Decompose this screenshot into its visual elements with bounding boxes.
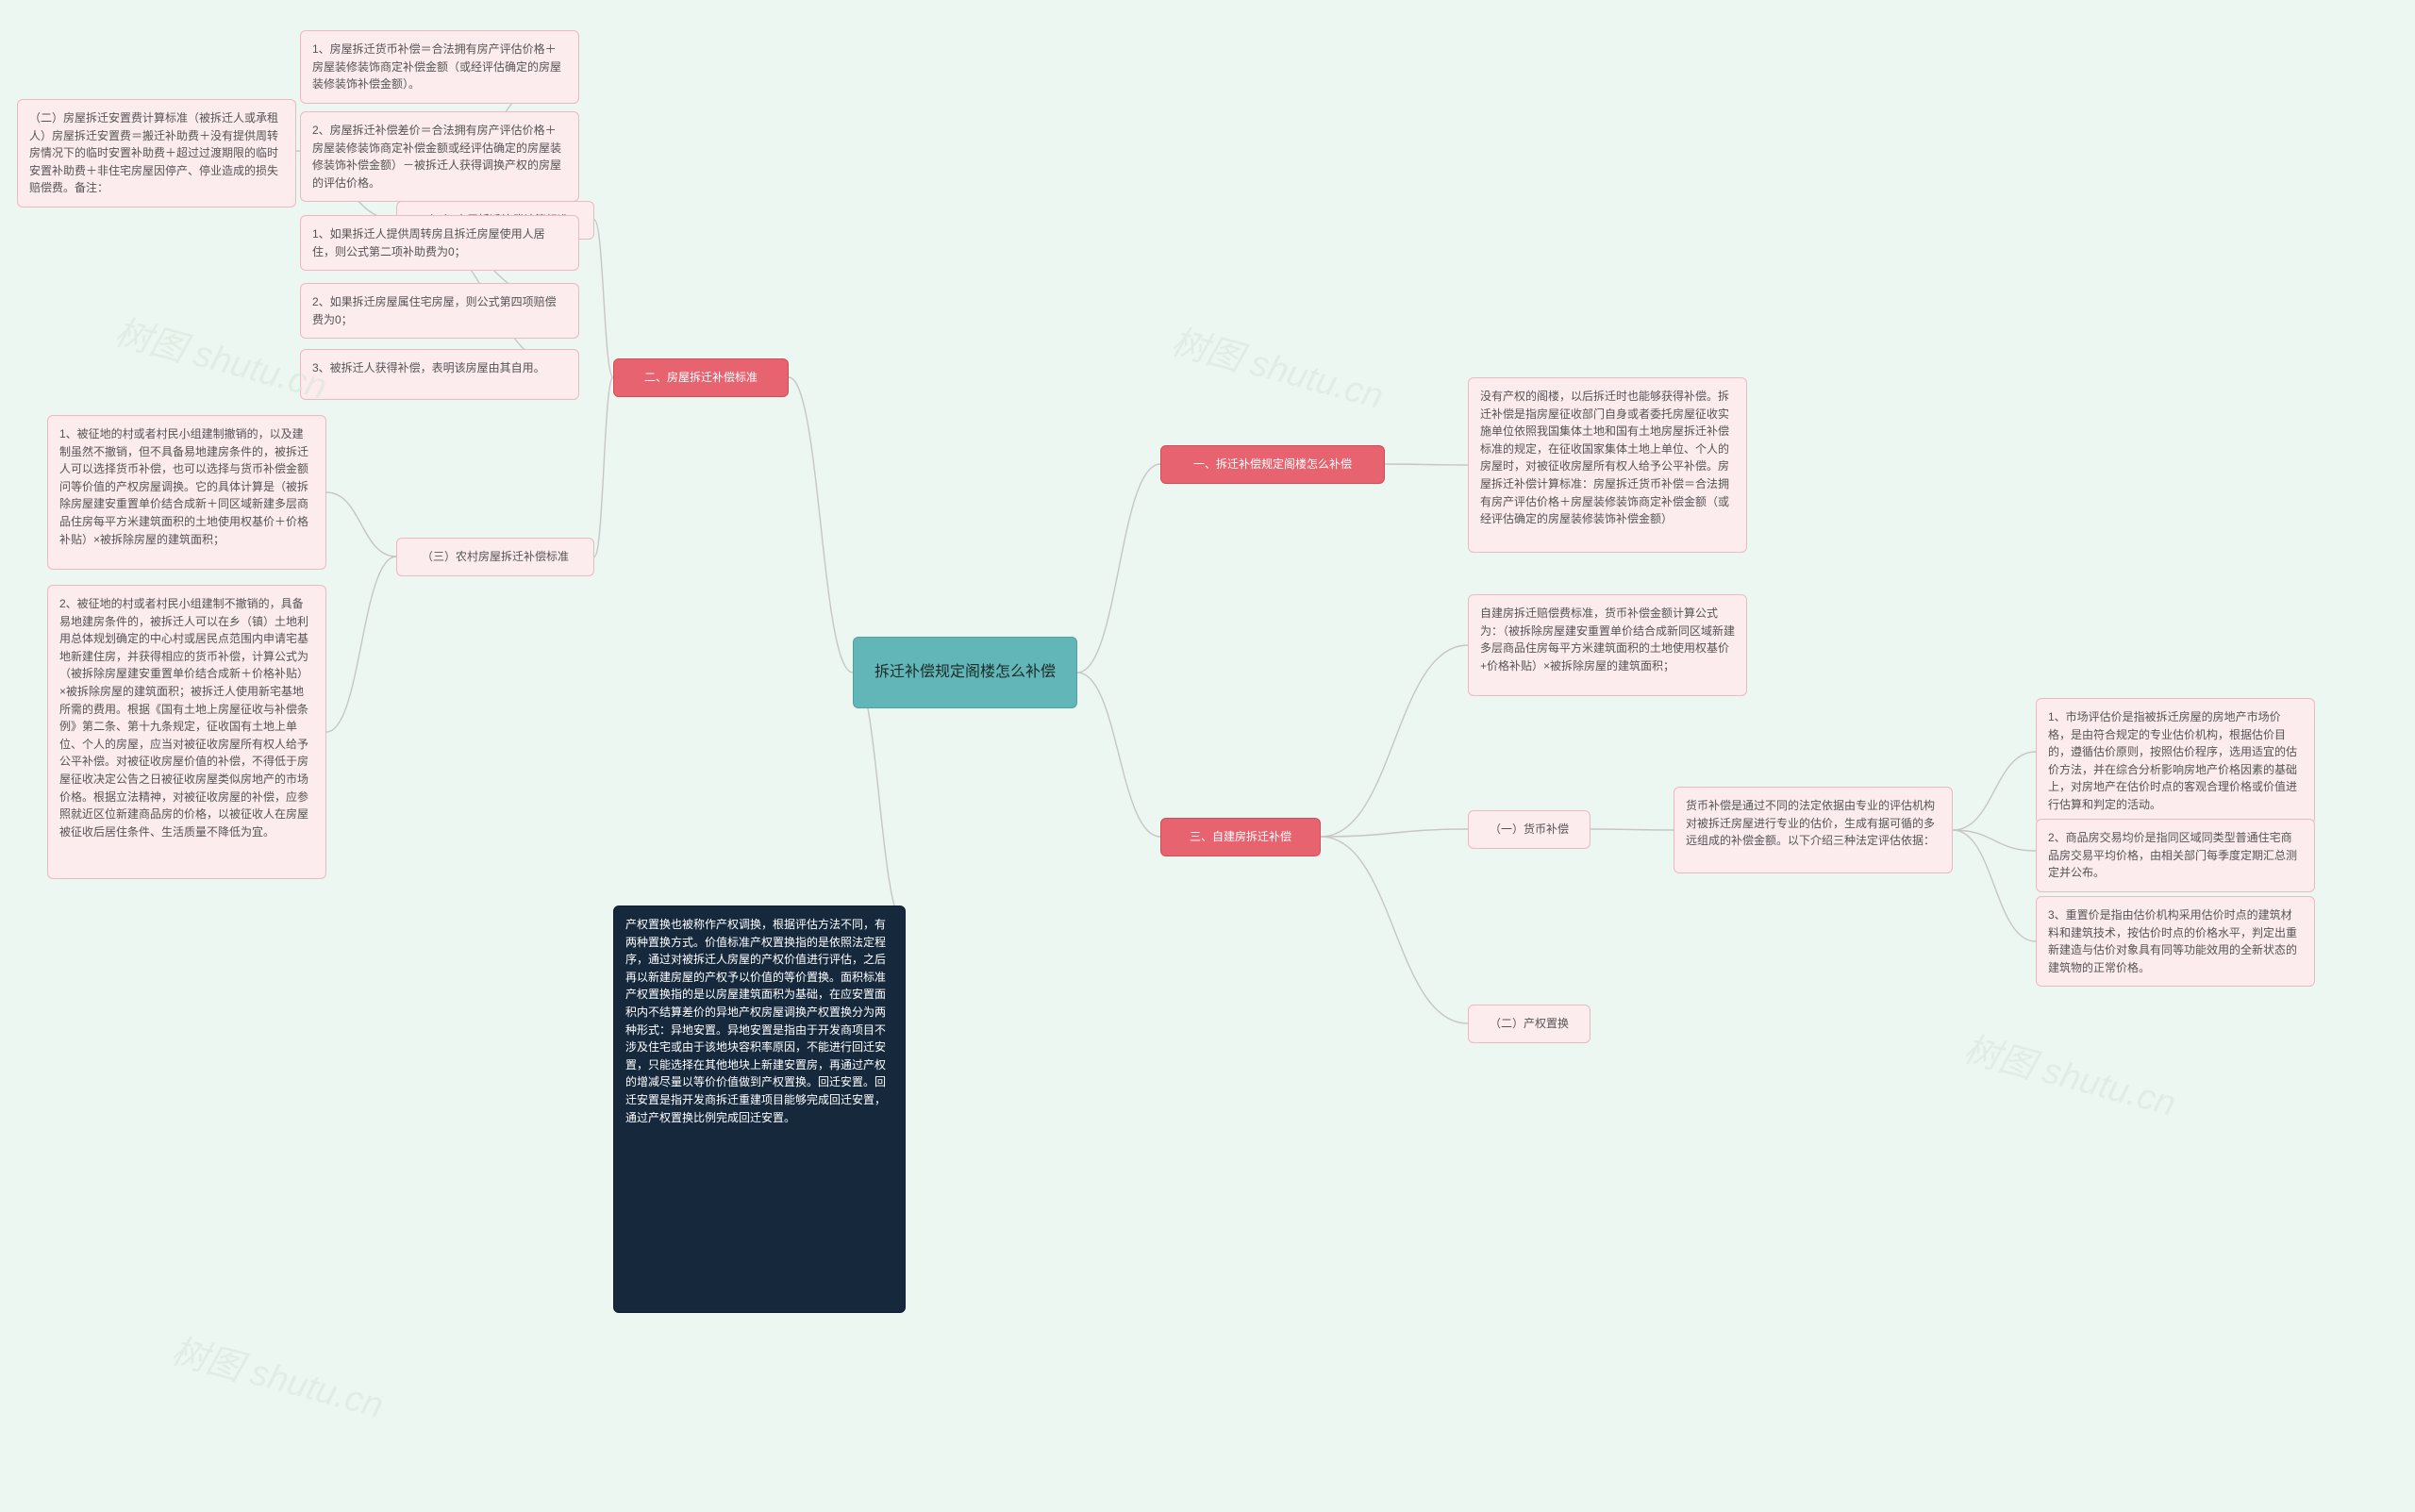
watermark: 树图 shutu.cn xyxy=(1167,312,1391,419)
leaf-monetary-compensation: （一）货币补偿 xyxy=(1468,810,1591,849)
branch-label: 一、拆迁补偿规定阁楼怎么补偿 xyxy=(1193,456,1352,474)
branch-self-built: 三、自建房拆迁补偿 xyxy=(1160,818,1321,856)
leaf-commodity-avg: 2、商品房交易均价是指同区域同类型普通住宅商品房交易平均价格，由相关部门每季度定… xyxy=(2036,819,2315,892)
edge xyxy=(326,492,396,557)
edge xyxy=(1385,464,1468,465)
leaf-note2: 2、如果拆迁房屋属住宅房屋，则公式第四项赔偿费为0； xyxy=(300,283,579,339)
leaf-market-price: 1、市场评估价是指被拆迁房屋的房地产市场价格，是由符合规定的专业估价机构，根据估… xyxy=(2036,698,2315,824)
edge xyxy=(1077,464,1160,673)
branch-label: 三、自建房拆迁补偿 xyxy=(1190,828,1291,846)
leaf-text: 1、如果拆迁人提供周转房且拆迁房屋使用人居住，则公式第二项补助费为0； xyxy=(312,227,545,258)
edge xyxy=(326,557,396,732)
leaf-self-built-formula: 自建房拆迁赔偿费标准，货币补偿金额计算公式为：（被拆除房屋建安重置单价结合成新同… xyxy=(1468,594,1747,696)
watermark: 树图 shutu.cn xyxy=(167,1321,391,1428)
leaf-rural1: 1、被征地的村或者村民小组建制撤销的，以及建制虽然不撤销，但不具备易地建房条件的… xyxy=(47,415,326,570)
leaf-property-exchange-detail: 产权置换也被称作产权调换，根据评估方法不同，有两种置换方式。价值标准产权置换指的… xyxy=(613,906,906,1313)
leaf-note1: 1、如果拆迁人提供周转房且拆迁房屋使用人居住，则公式第二项补助费为0； xyxy=(300,215,579,271)
leaf-calc1: 1、房屋拆迁货币补偿＝合法拥有房产评估价格＋房屋装修装饰商定补偿金额（或经评估确… xyxy=(300,30,579,104)
leaf-text: 自建房拆迁赔偿费标准，货币补偿金额计算公式为：（被拆除房屋建安重置单价结合成新同… xyxy=(1480,606,1735,673)
edge xyxy=(1953,752,2036,830)
branch-label: 二、房屋拆迁补偿标准 xyxy=(644,369,758,387)
leaf-text: 3、被拆迁人获得补偿，表明该房屋由其自用。 xyxy=(312,361,545,374)
leaf-text: 3、重置价是指由估价机构采用估价时点的建筑材料和建筑技术，按估价时点的价格水平，… xyxy=(2048,908,2297,974)
edge xyxy=(594,220,613,377)
leaf-text: 货币补偿是通过不同的法定依据由专业的评估机构对被拆迁房屋进行专业的估价，生成有据… xyxy=(1686,799,1935,847)
leaf-text: 1、房屋拆迁货币补偿＝合法拥有房产评估价格＋房屋装修装饰商定补偿金额（或经评估确… xyxy=(312,42,561,91)
watermark: 树图 shutu.cn xyxy=(1959,1020,2183,1126)
leaf-text: （三）农村房屋拆迁补偿标准 xyxy=(422,548,569,566)
leaf-text: 2、房屋拆迁补偿差价＝合法拥有房产评估价格＋房屋装修装饰商定补偿金额或经评估确定… xyxy=(312,124,561,190)
leaf-text: 产权置换也被称作产权调换，根据评估方法不同，有两种置换方式。价值标准产权置换指的… xyxy=(625,918,886,1124)
leaf-text: （二）房屋拆迁安置费计算标准（被拆迁人或承租人）房屋拆迁安置费＝搬迁补助费＋没有… xyxy=(29,111,278,194)
leaf-text: 1、被征地的村或者村民小组建制撤销的，以及建制虽然不撤销，但不具备易地建房条件的… xyxy=(59,427,308,546)
edge xyxy=(1953,830,2036,851)
leaf-text: （一）货币补偿 xyxy=(1490,821,1569,839)
edge xyxy=(1077,673,1160,837)
edge xyxy=(1321,645,1468,837)
edge xyxy=(853,673,906,924)
leaf-placement-fee: （二）房屋拆迁安置费计算标准（被拆迁人或承租人）房屋拆迁安置费＝搬迁补助费＋没有… xyxy=(17,99,296,208)
leaf-replacement-price: 3、重置价是指由估价机构采用估价时点的建筑材料和建筑技术，按估价时点的价格水平，… xyxy=(2036,896,2315,987)
leaf-text: 2、被征地的村或者村民小组建制不撤销的，具备易地建房条件的，被拆迁人可以在乡（镇… xyxy=(59,597,308,839)
edge xyxy=(1321,837,1468,1023)
branch-compensation-regulation: 一、拆迁补偿规定阁楼怎么补偿 xyxy=(1160,445,1385,484)
leaf-text: 2、商品房交易均价是指同区域同类型普通住宅商品房交易平均价格，由相关部门每季度定… xyxy=(2048,831,2297,879)
edge xyxy=(1591,829,1674,830)
leaf-note3: 3、被拆迁人获得补偿，表明该房屋由其自用。 xyxy=(300,349,579,400)
edge xyxy=(1321,829,1468,837)
root-label: 拆迁补偿规定阁楼怎么补偿 xyxy=(874,661,1056,685)
leaf-text: 1、市场评估价是指被拆迁房屋的房地产市场价格，是由符合规定的专业估价机构，根据估… xyxy=(2048,710,2297,811)
leaf-rural-standard: （三）农村房屋拆迁补偿标准 xyxy=(396,538,594,576)
root-node: 拆迁补偿规定阁楼怎么补偿 xyxy=(853,637,1077,708)
leaf-monetary-desc: 货币补偿是通过不同的法定依据由专业的评估机构对被拆迁房屋进行专业的估价，生成有据… xyxy=(1674,787,1953,873)
leaf-property-exchange: （二）产权置换 xyxy=(1468,1005,1591,1043)
edge xyxy=(594,377,613,557)
leaf-text: （二）产权置换 xyxy=(1490,1015,1569,1033)
edge xyxy=(1953,830,2036,941)
leaf-text: 没有产权的阁楼，以后拆迁时也能够获得补偿。拆迁补偿是指房屋征收部门自身或者委托房… xyxy=(1480,390,1729,525)
branch-standard: 二、房屋拆迁补偿标准 xyxy=(613,358,789,397)
leaf-text: 2、如果拆迁房屋属住宅房屋，则公式第四项赔偿费为0； xyxy=(312,295,557,326)
edge xyxy=(789,377,853,673)
leaf-calc2: 2、房屋拆迁补偿差价＝合法拥有房产评估价格＋房屋装修装饰商定补偿金额或经评估确定… xyxy=(300,111,579,202)
mindmap-canvas: 拆迁补偿规定阁楼怎么补偿 一、拆迁补偿规定阁楼怎么补偿 没有产权的阁楼，以后拆迁… xyxy=(0,0,2415,1512)
leaf-no-title-attic: 没有产权的阁楼，以后拆迁时也能够获得补偿。拆迁补偿是指房屋征收部门自身或者委托房… xyxy=(1468,377,1747,553)
leaf-rural2: 2、被征地的村或者村民小组建制不撤销的，具备易地建房条件的，被拆迁人可以在乡（镇… xyxy=(47,585,326,879)
